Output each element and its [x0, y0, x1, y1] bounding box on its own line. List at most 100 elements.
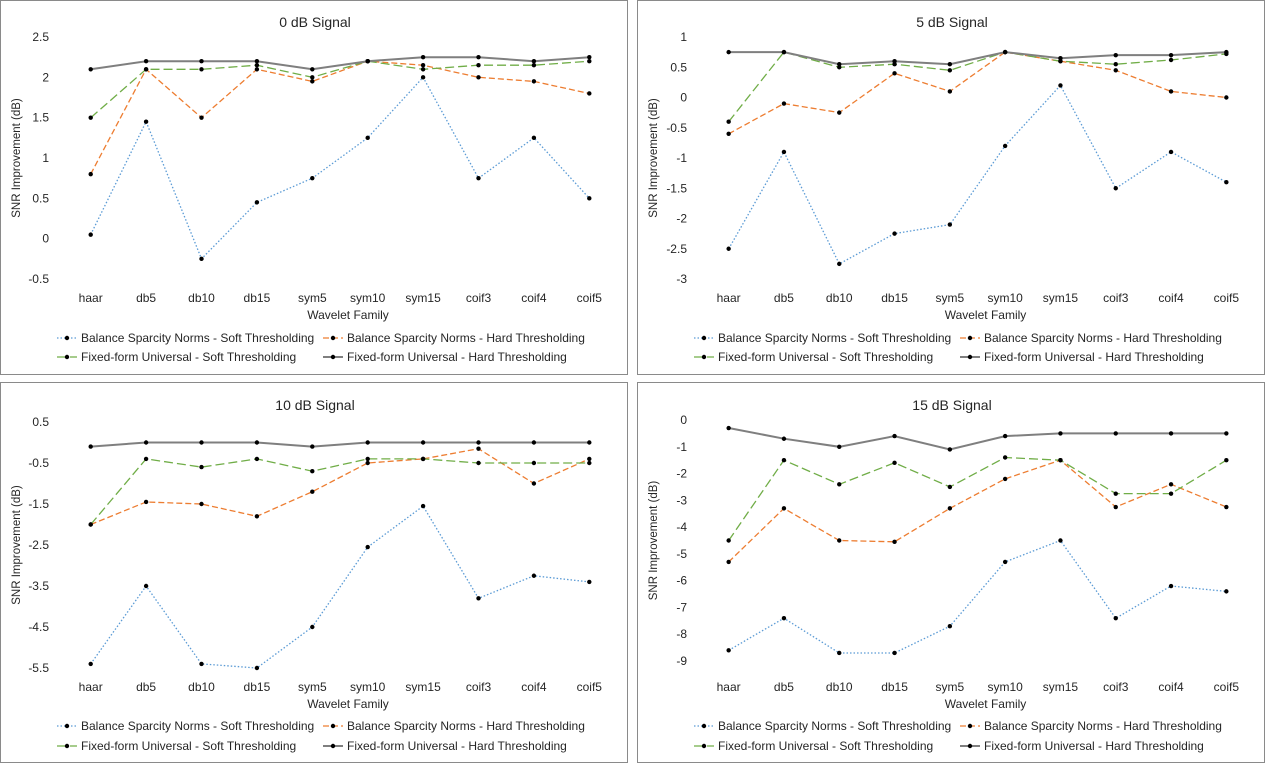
- x-axis-label: Wavelet Family: [307, 308, 389, 322]
- x-tick-label: coif4: [521, 680, 547, 694]
- data-point: [587, 456, 592, 462]
- y-tick-label: -3: [676, 272, 687, 286]
- data-point: [837, 110, 842, 115]
- legend-marker: [701, 354, 707, 360]
- x-tick-label: sym5: [936, 680, 965, 694]
- data-point: [476, 596, 481, 601]
- legend-marker: [330, 743, 336, 749]
- legend-label: Balance Sparcity Norms - Hard Thresholdi…: [347, 719, 585, 733]
- data-point: [726, 538, 731, 543]
- data-point: [365, 544, 370, 550]
- legend-marker: [701, 723, 707, 729]
- x-tick-label: db15: [244, 291, 271, 305]
- y-tick-label: 1.5: [32, 111, 49, 125]
- x-tick-label: haar: [79, 680, 103, 694]
- data-point: [892, 650, 897, 656]
- y-axis-label: SNR Improvement (dB): [648, 98, 660, 218]
- x-axis-label: Wavelet Family: [307, 697, 389, 711]
- x-tick-label: sym10: [987, 291, 1023, 305]
- x-tick-label: coif5: [577, 680, 603, 694]
- data-point: [837, 65, 842, 70]
- data-point: [781, 49, 787, 55]
- data-point: [199, 501, 204, 507]
- data-point: [365, 440, 370, 445]
- data-point: [531, 79, 537, 84]
- data-point: [781, 436, 787, 441]
- y-tick-label: 0: [680, 91, 687, 105]
- legend-label: Fixed-form Universal - Hard Thresholding: [984, 350, 1204, 364]
- data-point: [781, 615, 787, 621]
- data-point: [1113, 431, 1118, 436]
- y-tick-label: -2.5: [28, 538, 49, 552]
- data-point: [420, 54, 426, 60]
- legend-marker: [967, 335, 973, 341]
- y-tick-label: 0.5: [32, 191, 49, 205]
- chart-panel-10db: 10 dB Signal 0.5 -0.5 -1.5 -2.5 -3.5 -4.5 -5.5 S…: [0, 382, 628, 763]
- y-tick-label: -0.5: [28, 456, 49, 470]
- data-point: [587, 54, 592, 60]
- data-point: [254, 63, 260, 68]
- x-tick-label: coif3: [466, 291, 492, 305]
- y-tick-label: 0.5: [32, 415, 49, 429]
- data-point: [199, 67, 204, 72]
- data-point: [531, 460, 537, 466]
- data-point: [726, 425, 731, 431]
- data-point: [1113, 52, 1118, 58]
- series-line: [90, 60, 590, 119]
- series-line: [728, 84, 1227, 265]
- legend-label: Fixed-form Universal - Soft Thresholding: [718, 350, 933, 364]
- y-tick-label: 0.5: [670, 60, 687, 74]
- legend-label: Fixed-form Universal - Soft Thresholding: [81, 350, 296, 364]
- y-tick-label: -5: [676, 547, 687, 561]
- y-tick-label: 0: [680, 413, 687, 427]
- legend-label: Balance Sparcity Norms - Hard Thresholdi…: [984, 331, 1222, 345]
- x-tick-label: db10: [188, 291, 215, 305]
- data-point: [726, 648, 731, 653]
- data-point: [310, 175, 315, 181]
- data-point: [892, 460, 897, 466]
- data-point: [947, 89, 953, 94]
- y-tick-label: -5.5: [28, 661, 49, 675]
- x-tick-label: coif4: [1158, 680, 1184, 694]
- data-point: [143, 456, 149, 462]
- x-tick-label: coif4: [521, 291, 547, 305]
- data-point: [476, 63, 481, 68]
- x-tick-label: db15: [881, 291, 908, 305]
- y-axis-label: SNR Improvement (dB): [11, 98, 23, 218]
- data-point: [420, 440, 426, 445]
- data-point: [781, 506, 787, 511]
- data-point: [365, 59, 370, 64]
- legend-marker: [64, 723, 70, 729]
- series-line: [90, 441, 590, 448]
- data-point: [587, 59, 592, 64]
- legend-label: Balance Sparcity Norms - Soft Thresholdi…: [718, 719, 951, 733]
- data-point: [1002, 49, 1008, 55]
- data-point: [726, 559, 731, 565]
- data-point: [310, 624, 315, 630]
- data-point: [1002, 433, 1008, 439]
- y-axis-label: SNR Improvement (dB): [11, 485, 23, 605]
- data-point: [476, 54, 481, 60]
- legend-label: Fixed-form Universal - Hard Thresholding: [347, 350, 567, 364]
- data-point: [726, 119, 731, 124]
- data-point: [476, 75, 481, 80]
- data-point: [1168, 482, 1174, 487]
- x-tick-label: db5: [136, 680, 156, 694]
- data-point: [1168, 89, 1174, 94]
- data-point: [837, 538, 842, 543]
- data-point: [310, 79, 315, 84]
- data-point: [310, 469, 315, 474]
- data-point: [88, 661, 93, 667]
- y-axis-label: SNR Improvement (dB): [648, 481, 660, 601]
- legend-marker: [64, 354, 70, 360]
- data-point: [1058, 83, 1063, 88]
- data-point: [476, 440, 481, 445]
- data-point: [531, 59, 537, 64]
- chart-panel-0db: 0 dB Signal 2.5 2 1.5 1 0.5 0 -0.5 SNR Improveme…: [0, 0, 628, 375]
- x-tick-label: coif3: [1103, 291, 1129, 305]
- x-tick-label: db5: [774, 680, 794, 694]
- legend-label: Fixed-form Universal - Soft Thresholding: [718, 739, 933, 753]
- data-point: [88, 115, 93, 120]
- data-point: [892, 231, 897, 236]
- data-point: [88, 67, 93, 72]
